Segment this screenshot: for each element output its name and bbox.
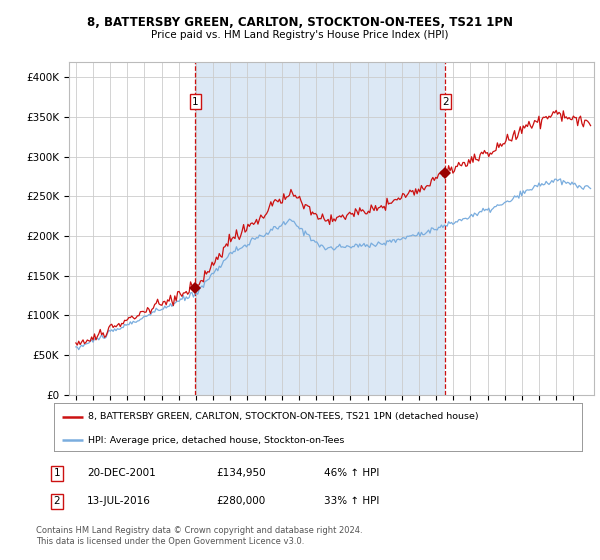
Text: 8, BATTERSBY GREEN, CARLTON, STOCKTON-ON-TEES, TS21 1PN: 8, BATTERSBY GREEN, CARLTON, STOCKTON-ON…: [87, 16, 513, 29]
Text: £134,950: £134,950: [216, 468, 266, 478]
Text: Price paid vs. HM Land Registry's House Price Index (HPI): Price paid vs. HM Land Registry's House …: [151, 30, 449, 40]
Text: 20-DEC-2001: 20-DEC-2001: [87, 468, 156, 478]
Text: 33% ↑ HPI: 33% ↑ HPI: [324, 496, 379, 506]
Text: Contains HM Land Registry data © Crown copyright and database right 2024.
This d: Contains HM Land Registry data © Crown c…: [36, 526, 362, 546]
Text: £280,000: £280,000: [216, 496, 265, 506]
Text: 2: 2: [442, 96, 449, 106]
Bar: [196, 62, 445, 395]
Text: 1: 1: [53, 468, 61, 478]
Text: 8, BATTERSBY GREEN, CARLTON, STOCKTON-ON-TEES, TS21 1PN (detached house): 8, BATTERSBY GREEN, CARLTON, STOCKTON-ON…: [88, 412, 479, 421]
Text: 46% ↑ HPI: 46% ↑ HPI: [324, 468, 379, 478]
Text: 13-JUL-2016: 13-JUL-2016: [87, 496, 151, 506]
Text: 1: 1: [192, 96, 199, 106]
Text: 2: 2: [53, 496, 61, 506]
Text: HPI: Average price, detached house, Stockton-on-Tees: HPI: Average price, detached house, Stoc…: [88, 436, 344, 445]
